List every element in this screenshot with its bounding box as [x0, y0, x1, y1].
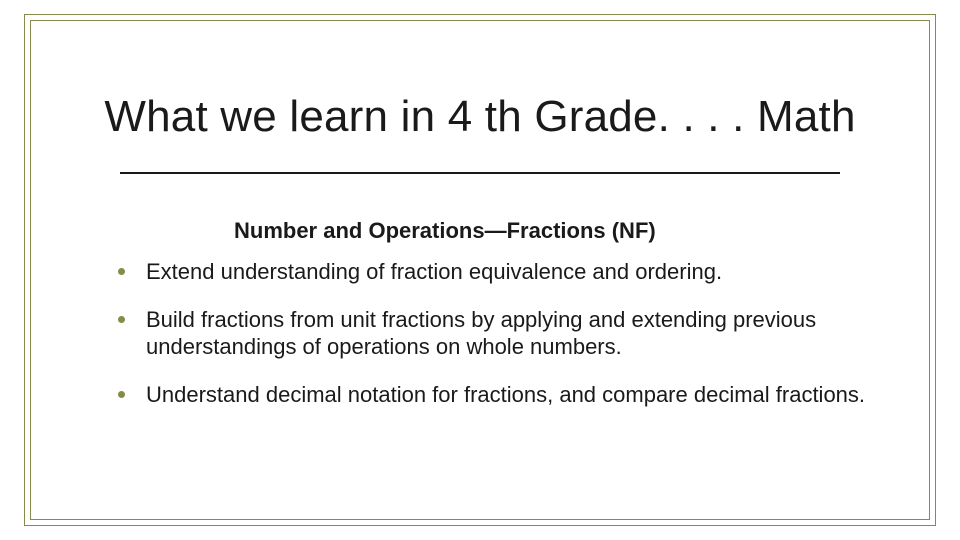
section-subhead: Number and Operations—Fractions (NF)	[234, 218, 880, 244]
bullet-dot-icon	[118, 268, 125, 275]
bullet-dot-icon	[118, 316, 125, 323]
bullet-dot-icon	[118, 391, 125, 398]
slide: What we learn in 4 th Grade. . . . Math …	[0, 0, 960, 540]
list-item: Build fractions from unit fractions by a…	[112, 306, 880, 361]
bullet-list: Extend understanding of fraction equival…	[112, 258, 880, 408]
list-item-text: Build fractions from unit fractions by a…	[146, 307, 816, 360]
list-item-text: Extend understanding of fraction equival…	[146, 259, 722, 284]
slide-title: What we learn in 4 th Grade. . . . Math	[0, 92, 960, 142]
list-item-text: Understand decimal notation for fraction…	[146, 382, 865, 407]
list-item: Extend understanding of fraction equival…	[112, 258, 880, 286]
title-underline	[120, 172, 840, 174]
list-item: Understand decimal notation for fraction…	[112, 381, 880, 409]
content-area: Number and Operations—Fractions (NF) Ext…	[112, 218, 880, 428]
